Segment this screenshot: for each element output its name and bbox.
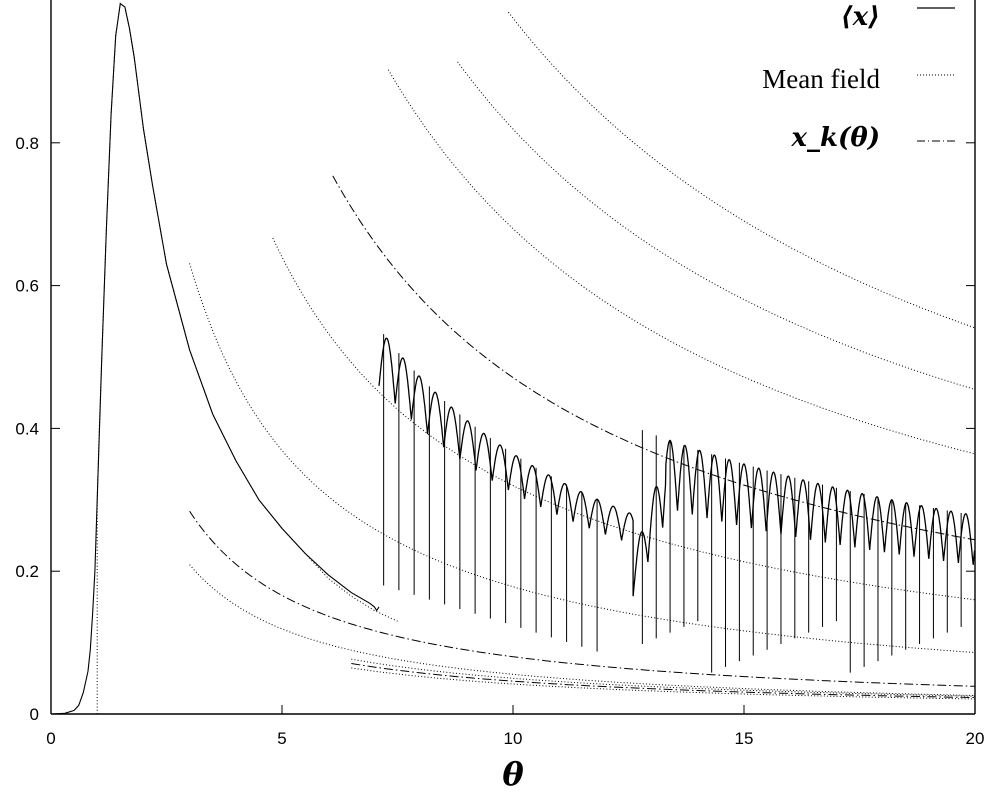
x-tick-label: 5 — [277, 729, 286, 748]
series-lower-curve — [351, 658, 975, 697]
legend-label-mean-x: ⟨x⟩ — [841, 2, 880, 32]
series-family-curve — [387, 69, 975, 455]
series-mean-field-line — [96, 2, 398, 714]
y-tick-label: 0.2 — [15, 562, 39, 581]
y-tick-label: 0.6 — [15, 277, 39, 296]
x-tick-label: 0 — [46, 729, 55, 748]
x-tick-label: 10 — [504, 729, 523, 748]
y-tick-label: 0 — [30, 705, 39, 724]
ticks: 0 5 10 15 20 0 0.2 0.4 0.6 0.8 — [15, 134, 984, 748]
series-family-curve — [189, 510, 975, 687]
legend-label-mean-field: Mean field — [762, 64, 880, 94]
x-axis-label: θ — [502, 755, 524, 793]
series-lower-curve — [351, 663, 975, 699]
series-family-curve — [457, 61, 975, 390]
legend: ⟨x⟩ Mean field x_k(θ) — [762, 2, 955, 153]
x-tick-label: 15 — [735, 729, 754, 748]
series-oscillation — [378, 337, 975, 597]
plot-area — [51, 2, 975, 714]
series-family-curve — [189, 564, 975, 696]
legend-label-xk: x_k(θ) — [791, 123, 880, 153]
series-family-curve — [508, 11, 975, 329]
series-mean-x-line — [51, 2, 380, 714]
y-tick-label: 0.4 — [15, 419, 39, 438]
series-family-curve — [332, 175, 975, 541]
y-tick-label: 0.8 — [15, 134, 39, 153]
x-tick-label: 20 — [966, 729, 985, 748]
